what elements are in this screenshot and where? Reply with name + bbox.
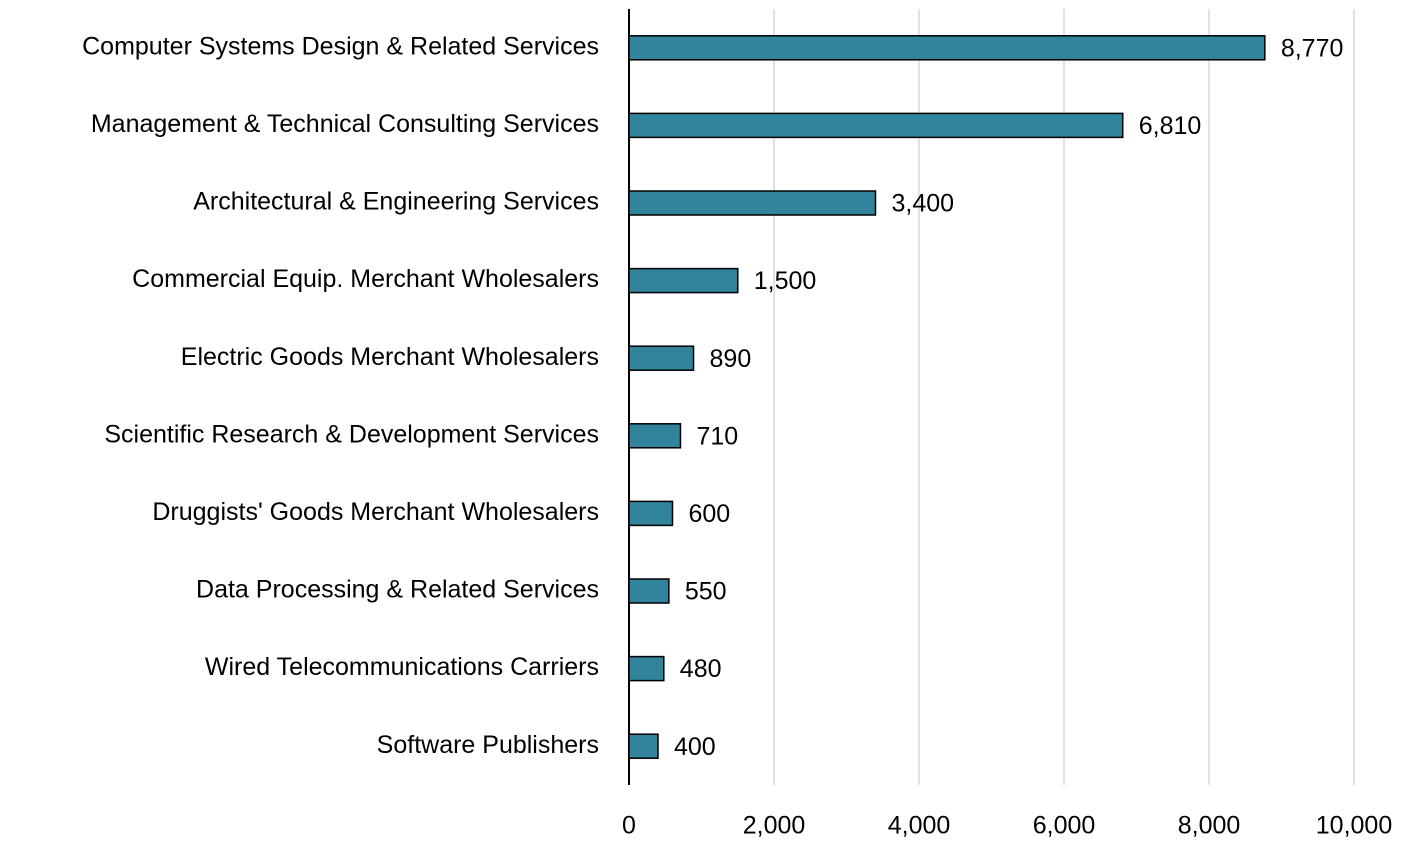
bar [628, 112, 1124, 139]
bar [628, 423, 682, 449]
y-tick-label: Electric Goods Merchant Wholesalers [181, 343, 599, 371]
x-tick-label: 4,000 [888, 812, 951, 840]
data-label: 480 [680, 655, 722, 683]
y-tick-label: Wired Telecommunications Carriers [205, 653, 599, 681]
y-tick-label: Commercial Equip. Merchant Wholesalers [132, 265, 599, 293]
bar [628, 655, 665, 682]
x-tick-label: 10,000 [1316, 812, 1392, 840]
data-label: 1,500 [754, 267, 817, 295]
data-label: 550 [685, 578, 727, 606]
x-tick-label: 0 [622, 812, 636, 840]
bar [628, 345, 695, 371]
y-tick-label: Architectural & Engineering Services [193, 188, 599, 216]
x-tick-label: 2,000 [743, 812, 806, 840]
data-label: 710 [696, 422, 738, 450]
y-tick-label: Druggists' Goods Merchant Wholesalers [152, 498, 599, 526]
bar [628, 733, 659, 759]
bar [628, 267, 739, 294]
data-label: 890 [710, 345, 752, 373]
data-label: 6,810 [1139, 112, 1202, 140]
y-tick-label: Data Processing & Related Services [196, 576, 599, 604]
y-tick-label: Computer Systems Design & Related Servic… [82, 32, 599, 60]
x-tick-label: 6,000 [1033, 812, 1096, 840]
bar [628, 35, 1266, 61]
y-tick-label: Software Publishers [377, 731, 599, 759]
bar [628, 578, 670, 604]
data-label: 400 [674, 733, 716, 761]
data-label: 3,400 [892, 190, 955, 218]
bar [628, 190, 877, 216]
y-tick-label: Scientific Research & Development Servic… [104, 420, 599, 448]
data-label: 600 [689, 500, 731, 528]
bar [628, 500, 674, 527]
data-label: 8,770 [1281, 34, 1344, 62]
y-tick-label: Management & Technical Consulting Servic… [91, 110, 599, 138]
x-tick-label: 8,000 [1178, 812, 1241, 840]
